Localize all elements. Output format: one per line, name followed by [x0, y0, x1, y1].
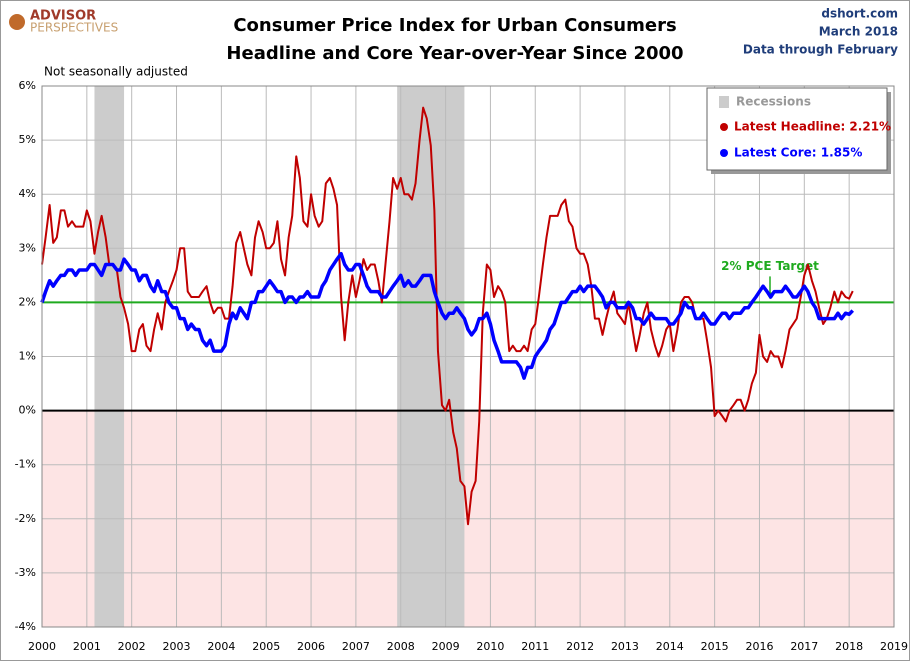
data-note: Data through February — [743, 43, 898, 57]
series-line — [41, 106, 854, 526]
y-tick-label: -4% — [15, 620, 36, 633]
x-tick-label: 2012 — [566, 640, 594, 653]
source: dshort.com — [821, 7, 898, 21]
y-tick-label: 3% — [19, 241, 36, 254]
y-tick-label: 0% — [19, 404, 36, 417]
legend-label: Recessions — [736, 95, 811, 109]
y-tick-label: 2% — [19, 295, 36, 308]
x-tick-label: 2006 — [297, 640, 325, 653]
logo: ADVISOR PERSPECTIVES — [9, 9, 118, 35]
y-tick-label: 1% — [19, 350, 36, 363]
x-tick-label: 2000 — [28, 640, 56, 653]
y-tick-label: 5% — [19, 133, 36, 146]
chart-title: Consumer Price Index for Urban Consumers — [233, 15, 676, 36]
legend-label: Latest Core: 1.85% — [734, 146, 862, 160]
y-tick-label: -2% — [15, 512, 36, 525]
y-tick-label: -3% — [15, 566, 36, 579]
x-tick-label: 2018 — [835, 640, 863, 653]
logo-bottom: PERSPECTIVES — [30, 21, 118, 35]
x-tick-label: 2014 — [656, 640, 684, 653]
x-tick-label: 2008 — [387, 640, 415, 653]
x-tick-label: 2016 — [745, 640, 773, 653]
date: March 2018 — [819, 25, 898, 39]
note: Not seasonally adjusted — [44, 65, 188, 79]
x-tick-label: 2004 — [207, 640, 235, 653]
x-tick-label: 2009 — [432, 640, 460, 653]
plot-border — [41, 85, 895, 628]
x-tick-label: 2013 — [611, 640, 639, 653]
chart-subtitle: Headline and Core Year-over-Year Since 2… — [226, 43, 683, 64]
y-tick-label: 6% — [19, 79, 36, 92]
target-label: 2% PCE Target — [721, 259, 819, 273]
x-tick-label: 2005 — [252, 640, 280, 653]
x-tick-label: 2019 — [880, 640, 908, 653]
x-tick-label: 2011 — [521, 640, 549, 653]
x-tick-label: 2015 — [701, 640, 729, 653]
legend-box — [706, 87, 888, 171]
series-line — [40, 251, 855, 380]
x-tick-label: 2003 — [163, 640, 191, 653]
y-tick-label: 4% — [19, 187, 36, 200]
x-tick-label: 2010 — [476, 640, 504, 653]
logo-top: ADVISOR — [30, 9, 96, 24]
legend-marker — [720, 123, 728, 131]
x-tick-label: 2001 — [73, 640, 101, 653]
legend-marker — [720, 149, 728, 157]
y-tick-label: -1% — [15, 458, 36, 471]
legend-label: Latest Headline: 2.21% — [734, 120, 891, 134]
x-tick-label: 2002 — [118, 640, 146, 653]
x-tick-label: 2017 — [790, 640, 818, 653]
x-tick-label: 2007 — [342, 640, 370, 653]
legend-swatch — [719, 96, 729, 108]
